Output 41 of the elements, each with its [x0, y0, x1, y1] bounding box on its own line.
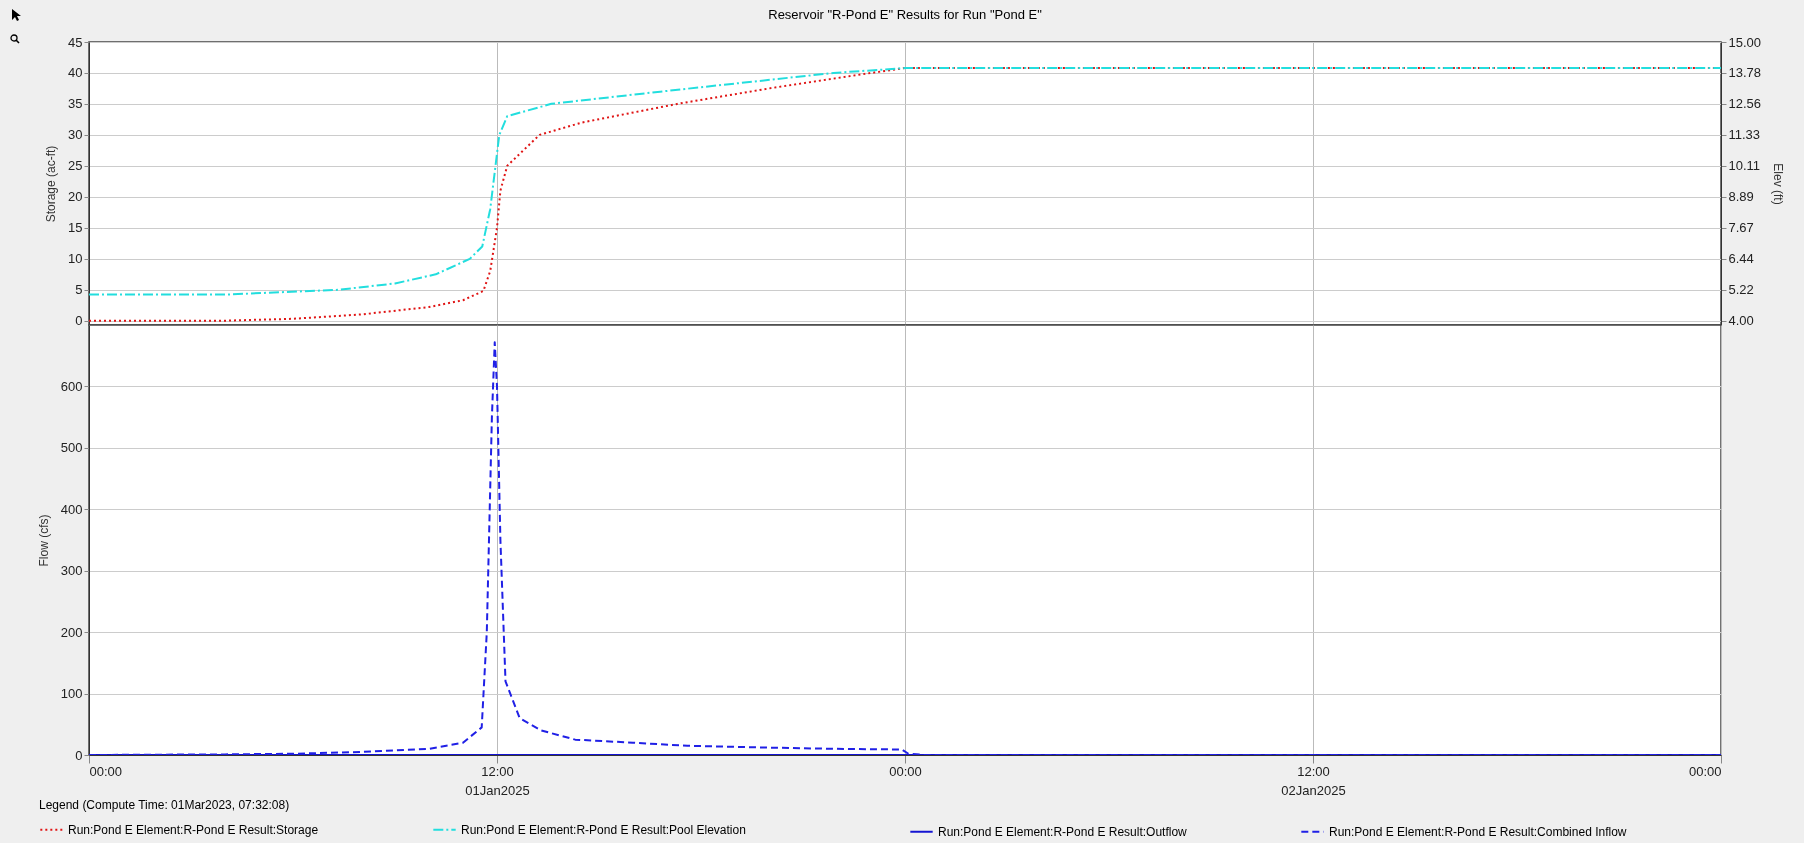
legend-title: Legend (Compute Time: 01Mar2023, 07:32:08): [39, 798, 290, 812]
x-tick-label: 00:00: [1688, 763, 1722, 779]
y-tick-label: 40: [68, 65, 83, 81]
y2-tick-label: 11.33: [1728, 127, 1761, 143]
y-tick-label: 500: [60, 440, 83, 456]
y-tick-label: 15: [68, 220, 83, 236]
y-tick-label: 400: [60, 501, 83, 517]
legend-label: Run:Pond E Element:R-Pond E Result:Pool Elevation: [461, 822, 746, 837]
legend-label: Run:Pond E Element:R-Pond E Result:Storage: [68, 822, 319, 837]
y2-tick-label: 4.00: [1728, 313, 1754, 329]
y2-tick-label: 7.67: [1728, 220, 1754, 236]
y2-tick-label: 5.22: [1728, 282, 1754, 298]
y-axis-title: Flow (cfs): [36, 514, 51, 567]
y2-tick-label: 10.11: [1728, 158, 1761, 174]
y-tick-label: 35: [68, 96, 83, 112]
x-tick-label: 12:00 01Jan2025: [465, 763, 530, 798]
y-axis-title: Storage (ac-ft): [44, 145, 59, 223]
y-tick-label: 100: [60, 686, 83, 702]
chart-title: Reservoir "R-Pond E" Results for Run "Pond E": [768, 7, 1043, 22]
y2-axis-title: Elev (ft): [1771, 163, 1786, 205]
y2-tick-label: 8.89: [1728, 189, 1754, 205]
y-tick-label: 45: [68, 34, 83, 50]
x-tick-label: 12:00 02Jan2025: [1281, 763, 1346, 798]
y2-tick-label: 12.56: [1728, 96, 1762, 112]
y-tick-label: 200: [60, 624, 83, 640]
y-tick-label: 20: [68, 189, 83, 205]
y-tick-label: 5: [75, 282, 83, 298]
y-tick-label: 300: [60, 563, 83, 579]
legend-label: Run:Pond E Element:R-Pond E Result:Combined Inflow: [1329, 824, 1627, 839]
y-tick-label: 10: [68, 251, 83, 267]
y-tick-label: 30: [68, 127, 83, 143]
y2-tick-label: 13.78: [1728, 65, 1762, 81]
y2-tick-label: 6.44: [1728, 251, 1754, 267]
x-tick-label: 00:00: [89, 763, 123, 779]
y2-tick-label: 15.00: [1728, 34, 1762, 50]
legend-label: Run:Pond E Element:R-Pond E Result:Outflow: [938, 824, 1188, 839]
y-tick-label: 25: [68, 158, 83, 174]
y-tick-label: 0: [75, 313, 83, 329]
y-tick-label: 0: [75, 747, 83, 763]
x-tick-label: 00:00: [889, 763, 922, 779]
y-tick-label: 600: [60, 378, 83, 394]
